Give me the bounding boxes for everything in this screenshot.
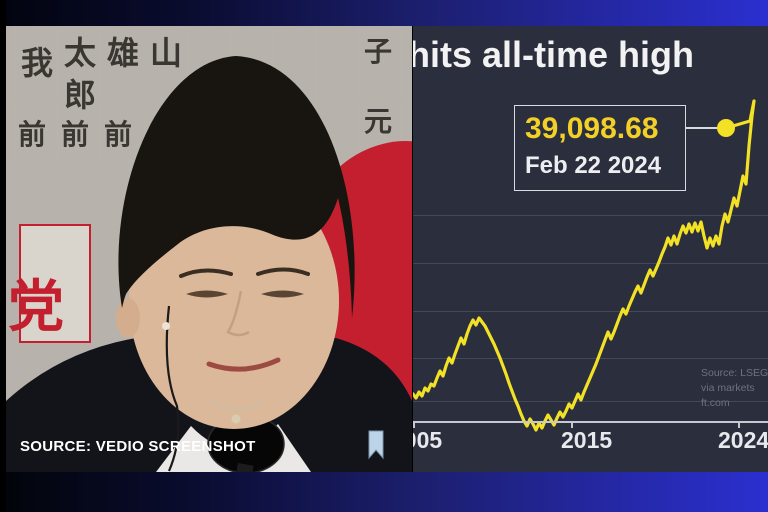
svg-text:前: 前 xyxy=(18,118,46,150)
svg-text:雄: 雄 xyxy=(107,35,139,71)
svg-text:前: 前 xyxy=(61,118,89,150)
svg-text:前: 前 xyxy=(104,118,132,150)
svg-text:子: 子 xyxy=(364,36,392,67)
svg-text:太: 太 xyxy=(64,35,96,71)
svg-text:我: 我 xyxy=(21,45,53,81)
svg-text:元: 元 xyxy=(364,106,392,137)
svg-text:党: 党 xyxy=(8,275,64,338)
svg-text:山: 山 xyxy=(150,35,182,71)
svg-text:郎: 郎 xyxy=(64,77,96,113)
